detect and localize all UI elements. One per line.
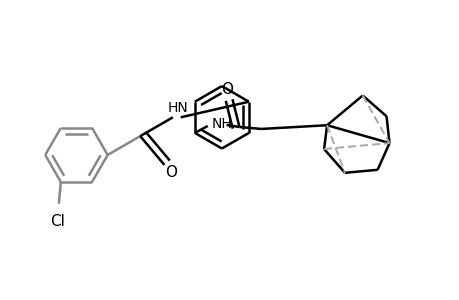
Text: NH: NH xyxy=(211,117,232,131)
Text: Cl: Cl xyxy=(50,214,65,229)
Text: O: O xyxy=(221,82,233,97)
Text: O: O xyxy=(165,165,177,180)
Text: HN: HN xyxy=(167,101,188,116)
